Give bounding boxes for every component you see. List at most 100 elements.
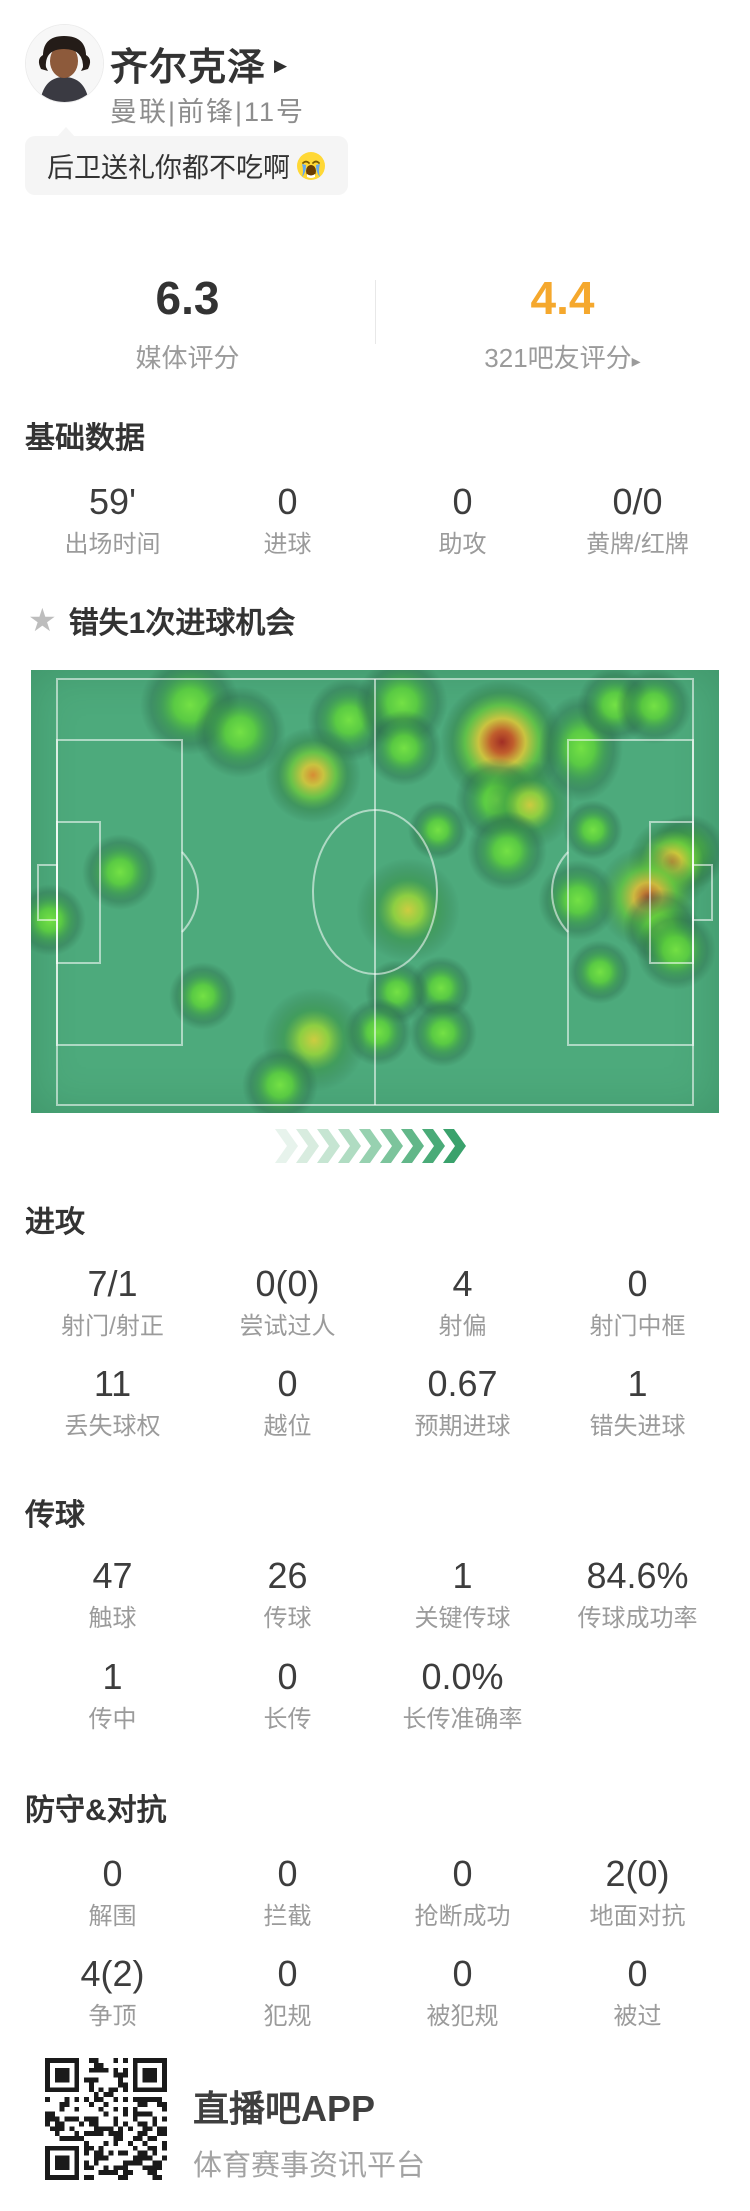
stat-value: 0 [102, 1853, 123, 1894]
defense-stats-row-2: 4(2) 争顶 0 犯规 0 被犯规 0 被过 [0, 1953, 750, 2031]
forward-chevrons-icon [0, 1128, 750, 1164]
stat-cell: 1 错失进球 [550, 1363, 725, 1441]
stat-cell: 0 进球 [200, 481, 375, 559]
stat-cell: 4(2) 争顶 [25, 1953, 200, 2031]
stat-cell: 0 抢断成功 [375, 1853, 550, 1931]
stat-value: 0 [277, 1853, 298, 1894]
stat-label: 抢断成功 [414, 1903, 511, 1930]
stat-cell: 0.67 预期进球 [375, 1363, 550, 1441]
app-qr-code [45, 2058, 167, 2180]
stat-cell: 59' 出场时间 [25, 481, 200, 559]
stat-label: 被犯规 [426, 2003, 499, 2030]
stat-label: 助攻 [438, 531, 487, 558]
stat-label: 争顶 [88, 2003, 137, 2030]
stat-cell: 84.6% 传球成功率 [550, 1555, 725, 1633]
stat-label: 地面对抗 [589, 1903, 686, 1930]
stat-value: 0/0 [612, 481, 663, 522]
stat-cell: 11 丢失球权 [25, 1363, 200, 1441]
fan-rating[interactable]: 4.4 321吧友评分▸ [375, 272, 750, 384]
stat-value: 11 [93, 1363, 132, 1404]
stat-cell: 26 传球 [200, 1555, 375, 1633]
stat-value: 47 [92, 1555, 133, 1596]
stat-value: 26 [267, 1555, 308, 1596]
stat-cell: 47 触球 [25, 1555, 200, 1633]
stat-label: 射偏 [438, 1313, 487, 1340]
stat-label: 尝试过人 [239, 1313, 336, 1340]
stat-cell: 1 传中 [25, 1656, 200, 1734]
stat-label: 出场时间 [64, 531, 161, 558]
stat-value: 4(2) [80, 1953, 145, 1994]
stat-cell: 0 被过 [550, 1953, 725, 2031]
stat-value: 7/1 [87, 1263, 138, 1304]
stat-cell: 4 射偏 [375, 1263, 550, 1341]
stat-label: 进球 [263, 531, 312, 558]
comment-text: 后卫送礼你都不吃啊 [47, 153, 290, 183]
section-title-passing: 传球 [25, 1499, 85, 1532]
stat-label: 射门/射正 [61, 1313, 164, 1340]
player-name: 齐尔克泽 [110, 47, 267, 89]
stat-label: 传球 [263, 1605, 312, 1632]
player-name-row[interactable]: 齐尔克泽 ▶ [110, 36, 287, 91]
stat-label: 丢失球权 [64, 1413, 161, 1440]
stat-value: 4 [452, 1263, 473, 1304]
stat-label: 长传准确率 [402, 1706, 523, 1733]
stat-value: 0 [452, 481, 473, 522]
stat-label: 拦截 [263, 1903, 312, 1930]
stat-label: 长传 [263, 1706, 312, 1733]
stat-value: 2(0) [605, 1853, 670, 1894]
stat-cell: 0 拦截 [200, 1853, 375, 1931]
stat-value: 0 [627, 1263, 648, 1304]
stat-label: 预期进球 [414, 1413, 511, 1440]
section-title-defense: 防守&对抗 [25, 1794, 167, 1827]
stat-cell: 0/0 黄牌/红牌 [550, 481, 725, 559]
stat-label: 解围 [88, 1903, 137, 1930]
stat-value: 0.67 [427, 1363, 498, 1404]
stat-cell: 0 长传 [200, 1656, 375, 1734]
stat-cell: 0 助攻 [375, 481, 550, 559]
attack-stats-row-1: 7/1 射门/射正 0(0) 尝试过人 4 射偏 0 射门中框 [0, 1263, 750, 1341]
media-rating: 6.3 媒体评分 [0, 272, 375, 384]
passing-stats-row-2: 1 传中 0 长传 0.0% 长传准确率 [0, 1656, 750, 1734]
stat-label: 传中 [88, 1706, 137, 1733]
fan-score-label: 321吧友评分▸ [484, 343, 641, 373]
stat-cell: 0.0% 长传准确率 [375, 1656, 550, 1734]
pitch-markings [37, 678, 713, 1106]
stat-value: 0 [277, 481, 298, 522]
heat-blobs [14, 655, 726, 1123]
heatmap-canvas [14, 655, 726, 1123]
highlight-row: ★ 错失1次进球机会 [28, 598, 295, 642]
crying-emoji-icon [297, 151, 325, 180]
stat-label: 传球成功率 [577, 1605, 698, 1632]
stat-cell: 2(0) 地面对抗 [550, 1853, 725, 1931]
app-tagline: 体育赛事资讯平台 [193, 2150, 426, 2182]
stat-value: 1 [627, 1363, 648, 1404]
stat-value: 0 [277, 1656, 298, 1697]
attack-stats-row-2: 11 丢失球权 0 越位 0.67 预期进球 1 错失进球 [0, 1363, 750, 1441]
player-photo [26, 25, 103, 102]
stat-value: 1 [452, 1555, 473, 1596]
stat-value: 84.6% [586, 1555, 689, 1596]
stat-value: 0.0% [421, 1656, 504, 1697]
section-title-attack: 进攻 [25, 1206, 85, 1239]
player-meta: 曼联|前锋|11号 [110, 97, 306, 127]
stat-value: 59' [89, 481, 136, 522]
player-avatar [25, 24, 104, 103]
passing-stats-row-1: 47 触球 26 传球 1 关键传球 84.6% 传球成功率 [0, 1555, 750, 1633]
stat-label: 关键传球 [414, 1605, 511, 1632]
ratings-row: 6.3 媒体评分 4.4 321吧友评分▸ [0, 272, 750, 384]
stat-label: 黄牌/红牌 [586, 531, 689, 558]
stat-cell: 0 射门中框 [550, 1263, 725, 1341]
stat-value: 0(0) [255, 1263, 320, 1304]
stat-value: 0 [277, 1363, 298, 1404]
rating-divider [375, 280, 376, 344]
defense-stats-row-1: 0 解围 0 拦截 0 抢断成功 2(0) 地面对抗 [0, 1853, 750, 1931]
caret-right-icon: ▶ [274, 55, 288, 75]
stat-label: 触球 [88, 1605, 137, 1632]
app-name: 直播吧APP [193, 2088, 376, 2129]
pitch-heatmap [14, 655, 726, 1123]
stat-value: 0 [627, 1953, 648, 1994]
stat-value: 0 [452, 1853, 473, 1894]
section-title-basic: 基础数据 [25, 422, 145, 455]
stat-value: 0 [452, 1953, 473, 1994]
